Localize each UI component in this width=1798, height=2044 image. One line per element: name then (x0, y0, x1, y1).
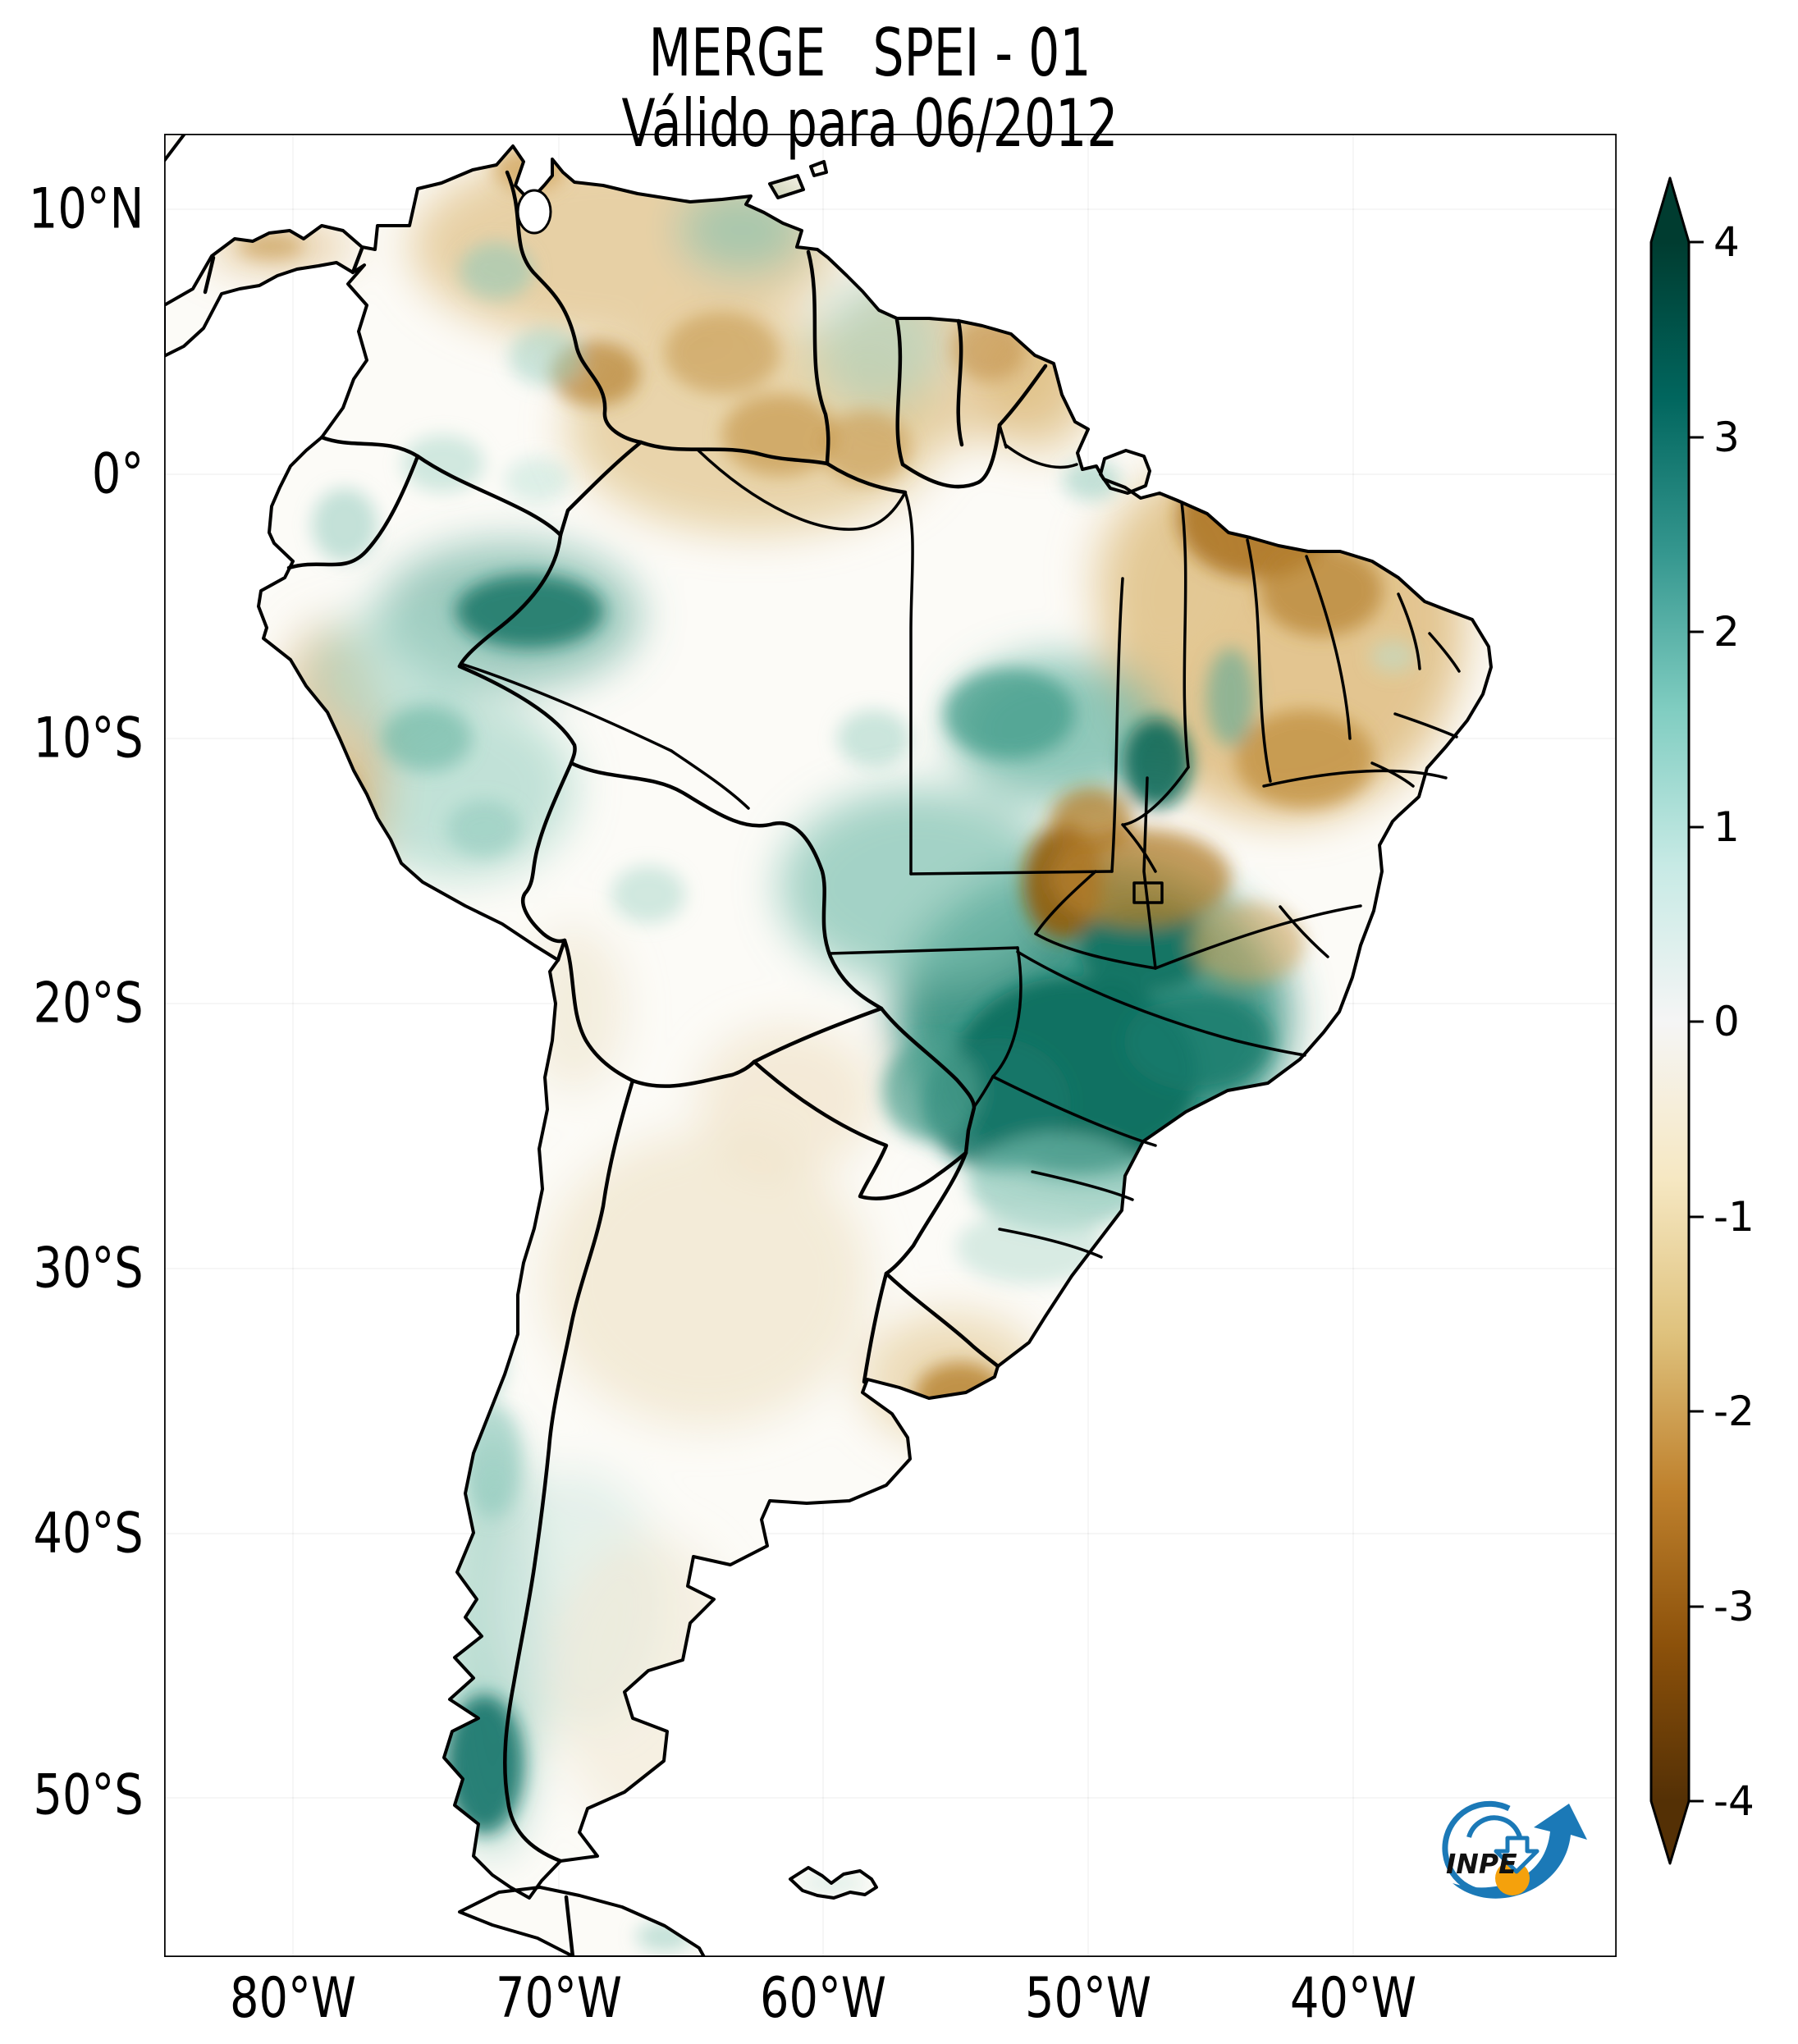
logo-down-arrow-icon (1494, 1836, 1540, 1874)
y-axis-label-50s: 50°S (33, 1763, 144, 1828)
colorbar-ticks (1689, 240, 1704, 1803)
logo-orbit-outer-icon (1442, 1800, 1511, 1895)
colorbar-tick-label-n1: -1 (1713, 1193, 1755, 1241)
y-axis-label-0: 0° (91, 441, 144, 507)
map-panel (164, 134, 1617, 1957)
colorbar-tick-label-n3: -3 (1713, 1583, 1755, 1630)
colorbar-tick-label-n2: -2 (1713, 1388, 1755, 1435)
colorbar-tick-label-n4: -4 (1713, 1777, 1755, 1825)
x-axis-label-70w: 70°W (496, 1966, 622, 2031)
state-borders (462, 423, 1461, 1259)
south-america-map (164, 134, 1617, 1957)
coastline (164, 134, 1493, 1957)
title-block: MERGE SPEI - 01 Válido para 06/2012 (164, 18, 1576, 159)
logo-text: INPE (1446, 1848, 1517, 1880)
colorbar-tick-label-2: 2 (1713, 608, 1740, 656)
colorbar (1629, 156, 1798, 1904)
logo-swoosh-arrow-icon (1453, 1804, 1587, 1899)
spei-raster (164, 134, 1491, 1957)
colorbar-svg (1649, 176, 1704, 1865)
x-axis-label-80w: 80°W (230, 1966, 356, 2031)
colorbar-tick-label-1: 1 (1713, 803, 1740, 851)
x-axis-label-60w: 60°W (760, 1966, 886, 2031)
y-axis-label-30s: 30°S (33, 1236, 144, 1301)
y-axis-label-10s: 10°S (33, 706, 144, 771)
y-axis-label-20s: 20°S (33, 971, 144, 1036)
inpe-logo: INPE (1430, 1790, 1594, 1918)
x-axis-label-40w: 40°W (1290, 1966, 1416, 2031)
page-subtitle: Válido para 06/2012 (621, 85, 1119, 162)
y-axis-label-40s: 40°S (33, 1501, 144, 1566)
colorbar-tick-label-0: 0 (1713, 998, 1740, 1045)
colorbar-gradient (1649, 176, 1690, 1865)
colorbar-tick-label-4: 4 (1713, 218, 1740, 266)
y-axis-label-10n: 10°N (28, 176, 144, 242)
page-title: MERGE SPEI - 01 (648, 15, 1091, 91)
x-axis-label-50w: 50°W (1025, 1966, 1151, 2031)
lake-maracaibo (516, 189, 552, 235)
colorbar-tick-label-3: 3 (1713, 414, 1740, 461)
country-borders (203, 170, 1048, 1957)
